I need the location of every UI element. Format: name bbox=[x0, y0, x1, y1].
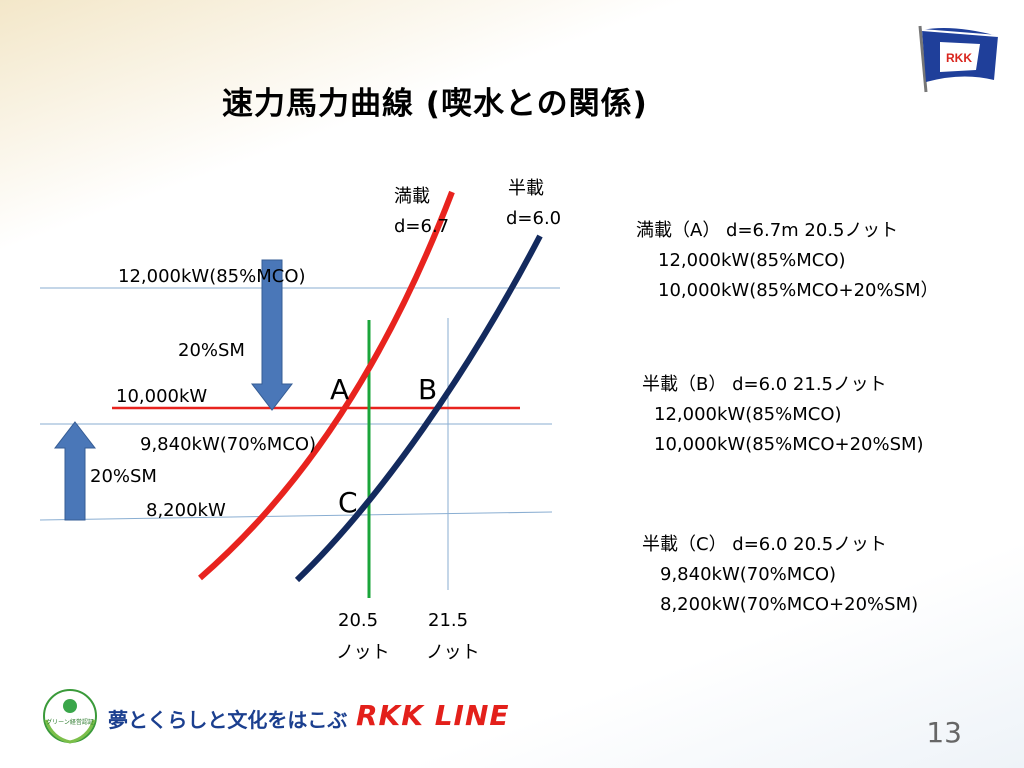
info-b-head: 半載（B） d=6.0 21.5ノット bbox=[642, 374, 887, 395]
arrow-down-icon bbox=[250, 259, 294, 411]
power-9840-label: 9,840kW(70%MCO) bbox=[140, 434, 317, 455]
info-a-head: 満載（A） d=6.7m 20.5ノット bbox=[636, 220, 899, 241]
rkk-flag-logo: RKK bbox=[918, 25, 999, 93]
company-slogan: 夢とくらしと文化をはこぶ bbox=[108, 708, 348, 732]
info-block-c: 半載（C） d=6.0 20.5ノット 9,840kW(70%MCO) 8,20… bbox=[642, 530, 918, 620]
power-8200-label: 8,200kW bbox=[146, 500, 226, 521]
speed-21-5-unit: ノット bbox=[426, 642, 480, 663]
info-c-line2: 8,200kW(70%MCO+20%SM) bbox=[660, 594, 919, 615]
info-block-b: 半載（B） d=6.0 21.5ノット 12,000kW(85%MCO) 10,… bbox=[642, 370, 924, 460]
info-c-head: 半載（C） d=6.0 20.5ノット bbox=[642, 534, 887, 555]
full-load-label: 満載 bbox=[394, 186, 430, 207]
power-12000-label: 12,000kW(85%MCO) bbox=[118, 266, 306, 287]
point-c-label: C bbox=[338, 486, 358, 519]
curve-half-load bbox=[294, 234, 543, 583]
point-b-label: B bbox=[418, 373, 438, 406]
page-number: 13 bbox=[926, 716, 962, 749]
speed-20-5-value: 20.5 bbox=[338, 610, 379, 631]
page-title: 速力馬力曲線 (喫水との関係) bbox=[222, 86, 648, 122]
sm-top-label: 20%SM bbox=[178, 340, 245, 361]
info-block-a: 満載（A） d=6.7m 20.5ノット 12,000kW(85%MCO) 10… bbox=[636, 216, 939, 306]
info-a-line2: 10,000kW(85%MCO+20%SM） bbox=[658, 280, 939, 301]
badge-text: グリーン経営認証 bbox=[46, 718, 94, 726]
flag-logo-text: RKK bbox=[946, 51, 972, 65]
half-load-label: 半載 bbox=[508, 178, 544, 199]
green-certification-badge: グリーン経営認証 bbox=[43, 689, 97, 744]
power-10000-label: 10,000kW bbox=[116, 386, 208, 407]
point-a-label: A bbox=[330, 373, 350, 406]
info-b-line1: 12,000kW(85%MCO) bbox=[654, 404, 842, 425]
info-b-line2: 10,000kW(85%MCO+20%SM) bbox=[654, 434, 924, 455]
info-a-line1: 12,000kW(85%MCO) bbox=[658, 250, 846, 271]
curve-full-load bbox=[198, 190, 455, 581]
full-load-draft: d=6.7 bbox=[394, 216, 450, 237]
info-c-line1: 9,840kW(70%MCO) bbox=[660, 564, 837, 585]
sm-bottom-label: 20%SM bbox=[90, 466, 157, 487]
line-8200kw bbox=[39, 511, 553, 521]
speed-20-5-unit: ノット bbox=[336, 642, 390, 663]
brand-logo: RKK LINE bbox=[356, 699, 510, 732]
half-load-draft: d=6.0 bbox=[506, 208, 562, 229]
speed-21-5-value: 21.5 bbox=[428, 610, 469, 631]
arrow-up-icon bbox=[53, 421, 97, 521]
speed-power-diagram bbox=[39, 190, 560, 598]
